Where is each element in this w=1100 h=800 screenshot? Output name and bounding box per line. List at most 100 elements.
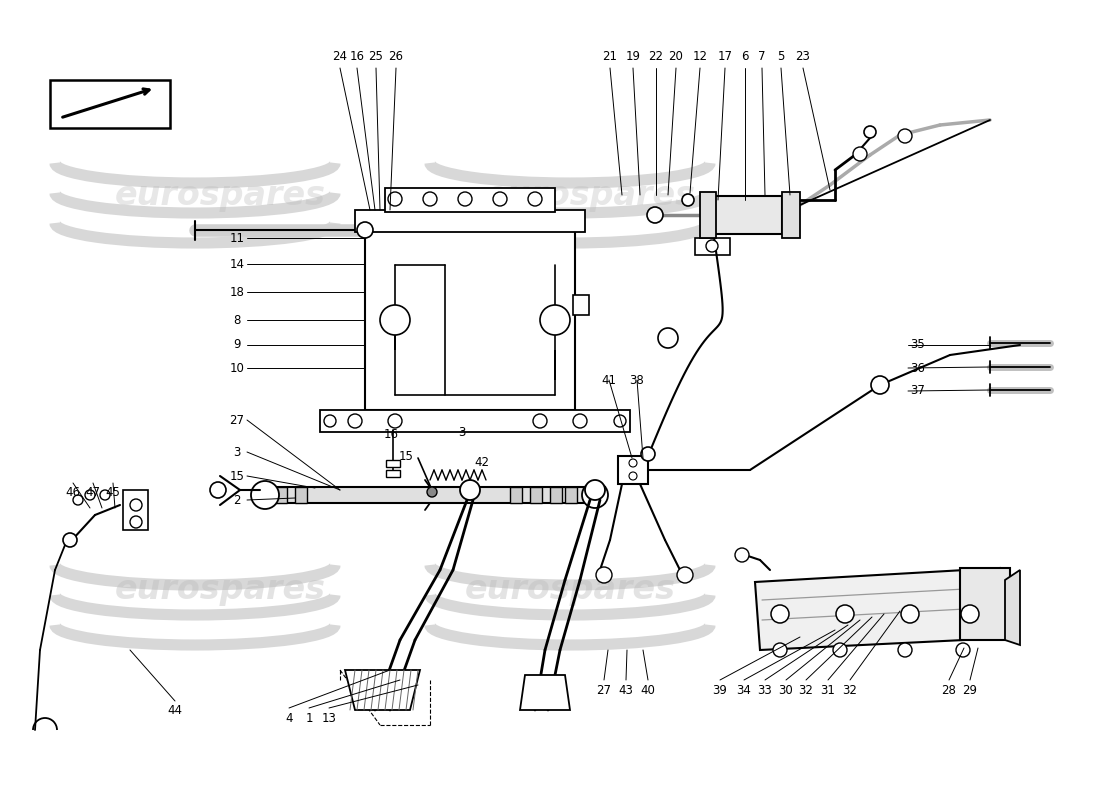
Text: 16: 16 — [350, 50, 364, 63]
Text: 12: 12 — [693, 50, 707, 63]
Circle shape — [210, 482, 225, 498]
Circle shape — [614, 415, 626, 427]
Text: eurospares: eurospares — [464, 574, 675, 606]
Circle shape — [582, 482, 608, 508]
Bar — [573, 295, 588, 315]
Text: 32: 32 — [843, 683, 857, 697]
Text: 22: 22 — [649, 50, 663, 63]
Circle shape — [534, 414, 547, 428]
Circle shape — [629, 472, 637, 480]
Text: 15: 15 — [398, 450, 414, 462]
Text: 44: 44 — [167, 705, 183, 718]
Circle shape — [348, 414, 362, 428]
Text: 41: 41 — [602, 374, 616, 386]
Text: 47: 47 — [86, 486, 100, 499]
Text: 33: 33 — [758, 683, 772, 697]
Text: 30: 30 — [779, 683, 793, 697]
Bar — [550, 487, 562, 503]
Bar — [50, 80, 170, 128]
Circle shape — [706, 240, 718, 252]
Circle shape — [596, 567, 612, 583]
Text: eurospares: eurospares — [114, 178, 326, 211]
Circle shape — [251, 481, 279, 509]
Text: 26: 26 — [388, 50, 404, 63]
Circle shape — [573, 414, 587, 428]
Bar — [510, 487, 522, 503]
Text: 3: 3 — [233, 446, 241, 458]
Circle shape — [528, 192, 542, 206]
Text: 24: 24 — [332, 50, 348, 63]
Text: 1: 1 — [306, 711, 312, 725]
Circle shape — [647, 207, 663, 223]
Circle shape — [961, 605, 979, 623]
Text: 29: 29 — [962, 683, 978, 697]
Text: 16: 16 — [384, 429, 398, 442]
Text: 8: 8 — [233, 314, 241, 326]
Bar — [275, 487, 287, 503]
Text: 39: 39 — [713, 683, 727, 697]
Circle shape — [85, 490, 95, 500]
Circle shape — [130, 499, 142, 511]
Circle shape — [63, 533, 77, 547]
Text: 37: 37 — [911, 385, 925, 398]
Circle shape — [427, 487, 437, 497]
Text: 17: 17 — [717, 50, 733, 63]
Bar — [260, 487, 605, 503]
Circle shape — [871, 376, 889, 394]
Text: eurospares: eurospares — [114, 574, 326, 606]
Circle shape — [836, 605, 854, 623]
Polygon shape — [520, 675, 570, 710]
Text: 11: 11 — [230, 231, 244, 245]
Text: 15: 15 — [230, 470, 244, 482]
Text: 14: 14 — [230, 258, 244, 270]
Text: 43: 43 — [618, 683, 634, 697]
Circle shape — [773, 643, 786, 657]
Circle shape — [898, 643, 912, 657]
Text: 40: 40 — [640, 683, 656, 697]
Circle shape — [641, 447, 654, 461]
Text: 42: 42 — [474, 455, 490, 469]
Text: 6: 6 — [741, 50, 749, 63]
Circle shape — [73, 495, 82, 505]
Circle shape — [956, 643, 970, 657]
Circle shape — [676, 567, 693, 583]
Circle shape — [898, 129, 912, 143]
Bar — [386, 460, 400, 467]
Text: 27: 27 — [596, 683, 612, 697]
Polygon shape — [1005, 570, 1020, 645]
Bar — [365, 230, 575, 410]
Circle shape — [585, 480, 605, 500]
Circle shape — [324, 415, 336, 427]
Circle shape — [833, 643, 847, 657]
Text: 3: 3 — [459, 426, 465, 438]
Polygon shape — [123, 490, 148, 530]
Circle shape — [358, 222, 373, 238]
Circle shape — [735, 548, 749, 562]
Bar — [320, 410, 630, 432]
Circle shape — [100, 490, 110, 500]
Circle shape — [460, 480, 480, 500]
Circle shape — [540, 305, 570, 335]
Text: 25: 25 — [368, 50, 384, 63]
Circle shape — [130, 516, 142, 528]
Circle shape — [458, 192, 472, 206]
Text: 19: 19 — [626, 50, 640, 63]
Text: 13: 13 — [321, 711, 337, 725]
Text: eurospares: eurospares — [484, 178, 695, 211]
Circle shape — [629, 459, 637, 467]
Text: 34: 34 — [737, 683, 751, 697]
Text: 4: 4 — [285, 711, 293, 725]
Circle shape — [379, 305, 410, 335]
Circle shape — [682, 194, 694, 206]
Text: 31: 31 — [821, 683, 835, 697]
Circle shape — [388, 192, 401, 206]
Text: 7: 7 — [758, 50, 766, 63]
Text: 2: 2 — [233, 494, 241, 506]
Text: 21: 21 — [603, 50, 617, 63]
Circle shape — [658, 328, 678, 348]
Polygon shape — [345, 670, 420, 710]
Circle shape — [864, 126, 876, 138]
Polygon shape — [755, 568, 1005, 650]
Bar — [530, 487, 542, 503]
Text: 36: 36 — [911, 362, 925, 374]
